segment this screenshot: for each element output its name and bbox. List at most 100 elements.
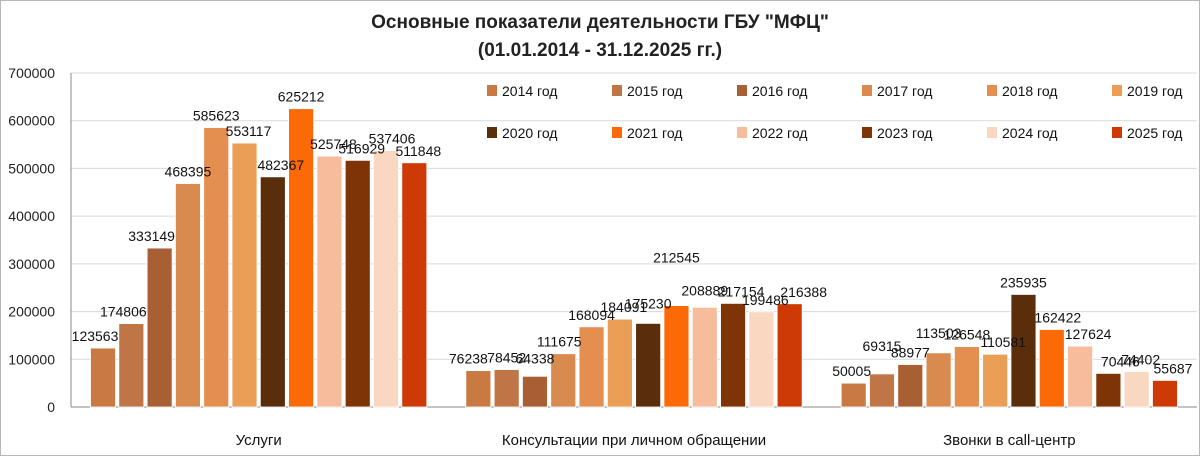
y-tick-label: 0 bbox=[47, 399, 55, 415]
legend-label: 2024 год bbox=[1002, 125, 1057, 141]
data-label: 110581 bbox=[980, 334, 1026, 350]
data-label: 111675 bbox=[537, 334, 582, 350]
bar bbox=[373, 150, 399, 408]
bar bbox=[663, 305, 690, 408]
legend-swatch bbox=[862, 127, 872, 138]
data-label: 625212 bbox=[278, 89, 325, 105]
bars bbox=[90, 108, 1178, 408]
legend-label: 2014 год bbox=[502, 83, 557, 99]
bar bbox=[118, 323, 145, 408]
data-label: 525748 bbox=[310, 136, 357, 152]
data-label: 208889 bbox=[681, 282, 728, 298]
bar bbox=[982, 353, 1009, 408]
data-label: 516929 bbox=[338, 140, 385, 156]
legend-swatch bbox=[612, 127, 622, 138]
bar bbox=[231, 142, 258, 408]
bar bbox=[776, 303, 803, 408]
chart-subtitle: (01.01.2014 - 31.12.2025 гг.) bbox=[478, 40, 722, 61]
bar bbox=[691, 306, 718, 408]
y-tick-label: 100000 bbox=[8, 351, 55, 367]
data-label: 74402 bbox=[1121, 351, 1160, 367]
legend-swatch bbox=[862, 85, 872, 96]
data-label: 537406 bbox=[369, 131, 416, 147]
legend-label: 2017 год bbox=[877, 83, 932, 99]
bar bbox=[259, 176, 286, 408]
data-label: 76238 bbox=[449, 351, 488, 367]
legend: 2014 год 2015 год 2016 год 2017 год 2018 год… bbox=[487, 83, 1182, 141]
data-label: 553117 bbox=[226, 123, 272, 139]
bar bbox=[175, 183, 201, 408]
data-label: 174806 bbox=[100, 304, 147, 320]
legend-label: 2025 год bbox=[1127, 125, 1182, 141]
bar bbox=[720, 302, 746, 408]
bar bbox=[493, 369, 520, 408]
legend-label: 2016 год bbox=[752, 83, 807, 99]
data-label: 50005 bbox=[832, 363, 871, 379]
bar bbox=[578, 326, 605, 408]
bar bbox=[606, 318, 633, 408]
legend-swatch bbox=[987, 85, 997, 96]
bar bbox=[288, 108, 315, 408]
bar bbox=[953, 346, 980, 408]
legend-label: 2015 год bbox=[627, 83, 682, 99]
bar bbox=[146, 247, 173, 408]
legend-label: 2020 год bbox=[502, 125, 557, 141]
data-label: 333149 bbox=[128, 228, 175, 244]
bar bbox=[1067, 345, 1093, 408]
data-label: 64338 bbox=[515, 350, 554, 366]
legend-swatch bbox=[612, 85, 622, 96]
bar bbox=[869, 373, 895, 408]
data-label: 55687 bbox=[1154, 360, 1193, 376]
data-label: 88977 bbox=[891, 345, 930, 361]
bar bbox=[1010, 294, 1037, 408]
legend-label: 2023 год bbox=[877, 125, 932, 141]
bar bbox=[550, 353, 577, 408]
legend-swatch bbox=[737, 127, 747, 138]
legend-swatch bbox=[737, 85, 747, 96]
data-label: 235935 bbox=[1000, 274, 1047, 290]
data-label: 69315 bbox=[863, 338, 902, 354]
legend-label: 2021 год bbox=[627, 125, 682, 141]
legend-swatch bbox=[1112, 127, 1122, 138]
data-label: 468395 bbox=[165, 164, 212, 180]
data-label: 123563 bbox=[72, 328, 119, 344]
bar bbox=[748, 311, 775, 408]
category-label: Звонки в call-центр bbox=[943, 432, 1076, 449]
category-label: Консультации при личном обращении bbox=[502, 432, 766, 449]
legend-swatch bbox=[487, 127, 497, 138]
data-label: 70446 bbox=[1101, 353, 1140, 369]
bar bbox=[203, 127, 230, 408]
data-label: 184091 bbox=[600, 299, 647, 315]
data-label: 482367 bbox=[257, 157, 304, 173]
y-tick-label: 500000 bbox=[8, 160, 55, 176]
x-axis: Услуги Консультации при личном обращении З… bbox=[236, 432, 1076, 449]
data-label: 126548 bbox=[944, 327, 991, 343]
bar bbox=[925, 352, 952, 408]
bar bbox=[316, 155, 343, 408]
chart-title: Основные показатели деятельности ГБУ "МФ… bbox=[371, 12, 829, 33]
data-label: 127624 bbox=[1065, 326, 1112, 342]
data-label: 168094 bbox=[568, 307, 615, 323]
gridlines bbox=[71, 72, 1197, 360]
category-label: Услуги bbox=[236, 432, 282, 449]
bar bbox=[465, 370, 492, 408]
bar bbox=[1152, 380, 1178, 408]
data-label: 78452 bbox=[487, 350, 526, 366]
legend-swatch bbox=[487, 85, 497, 96]
data-label: 216388 bbox=[780, 284, 827, 300]
y-axis: 0 100000 200000 300000 400000 500000 600000 700… bbox=[8, 65, 1197, 415]
data-label: 162422 bbox=[1034, 310, 1081, 326]
bar bbox=[897, 364, 924, 408]
y-tick-label: 700000 bbox=[8, 65, 55, 81]
data-label: 511848 bbox=[395, 143, 441, 159]
y-tick-label: 600000 bbox=[8, 113, 55, 129]
bar bbox=[90, 347, 116, 408]
legend-swatch bbox=[987, 127, 997, 138]
legend-label: 2019 год bbox=[1127, 83, 1182, 99]
bar bbox=[522, 375, 548, 408]
bar bbox=[635, 322, 662, 408]
data-label: 212545 bbox=[653, 250, 700, 266]
